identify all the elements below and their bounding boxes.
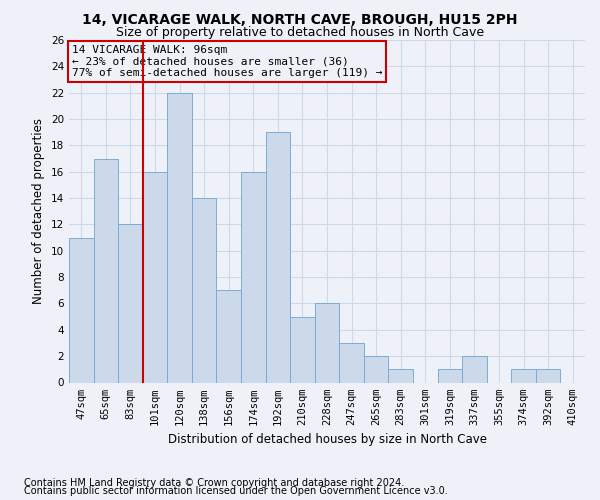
Text: 14, VICARAGE WALK, NORTH CAVE, BROUGH, HU15 2PH: 14, VICARAGE WALK, NORTH CAVE, BROUGH, H… (82, 12, 518, 26)
Bar (462, 356, 487, 382)
Text: Size of property relative to detached houses in North Cave: Size of property relative to detached ho… (116, 26, 484, 39)
Bar (167, 92, 192, 383)
Bar (315, 304, 339, 382)
X-axis label: Distribution of detached houses by size in North Cave: Distribution of detached houses by size … (167, 433, 487, 446)
Bar (241, 172, 266, 382)
Bar (94, 158, 118, 382)
Bar (339, 343, 364, 382)
Bar (536, 370, 560, 382)
Bar (192, 198, 217, 382)
Text: Contains HM Land Registry data © Crown copyright and database right 2024.: Contains HM Land Registry data © Crown c… (24, 478, 404, 488)
Bar (69, 238, 94, 382)
Y-axis label: Number of detached properties: Number of detached properties (32, 118, 46, 304)
Bar (364, 356, 388, 382)
Bar (388, 370, 413, 382)
Bar (437, 370, 462, 382)
Bar (217, 290, 241, 382)
Bar (290, 316, 315, 382)
Text: 14 VICARAGE WALK: 96sqm
← 23% of detached houses are smaller (36)
77% of semi-de: 14 VICARAGE WALK: 96sqm ← 23% of detache… (71, 45, 382, 78)
Bar (143, 172, 167, 382)
Bar (511, 370, 536, 382)
Bar (266, 132, 290, 382)
Text: Contains public sector information licensed under the Open Government Licence v3: Contains public sector information licen… (24, 486, 448, 496)
Bar (118, 224, 143, 382)
